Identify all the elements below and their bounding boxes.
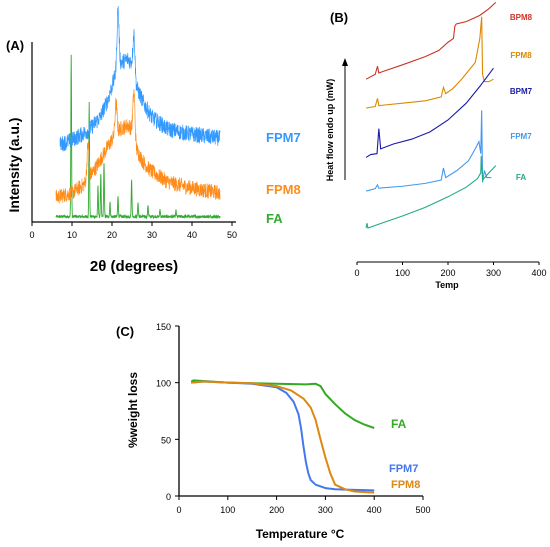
panel-c-x-tick-label: 0 (176, 505, 181, 515)
panel-c-series-fpm8 (191, 380, 375, 494)
panel-b-series-bpm7 (365, 67, 494, 158)
panel-a-series-label-fa: FA (266, 211, 283, 226)
panel-c-y-tick-label: 50 (161, 435, 171, 445)
panel-a-label: (A) (6, 38, 24, 53)
panel-a-series-fa (55, 54, 221, 220)
panel-b-series-fpm8 (366, 16, 494, 109)
panel-c-tga-chart: (C) %weight loss Temperature °C 0 100 200 3… (116, 322, 431, 541)
panel-c-series-labels: FA FPM7 FPM8 (389, 417, 420, 491)
panel-c-series-label-fpm7: FPM7 (389, 463, 418, 475)
panel-c-x-tick-label: 100 (220, 505, 235, 515)
panel-b-y-axis-title: Heat flow endo up (mW) (325, 79, 335, 182)
panel-c-x-tick-label: 300 (318, 505, 333, 515)
panel-b-x-ticks: 0 100 200 300 400 (354, 262, 547, 278)
panel-b-series-labels: BPM8 FPM8 BPM7 FPM7 FA (510, 13, 533, 182)
panel-b-series-fpm7 (365, 110, 492, 192)
panel-c-ticks: 0 100 200 300 400 500 0 50 100 150 (156, 322, 431, 515)
panel-a-series-label-fpm8: FPM8 (266, 182, 301, 197)
panel-b-series-bpm8 (365, 1, 497, 80)
panel-a-x-ticks: 0 10 20 30 40 50 (29, 222, 237, 240)
panel-b-series (365, 1, 497, 229)
panel-b-series-label-fpm8: FPM8 (510, 51, 532, 60)
panel-a-y-axis-title: Intensity (a.u.) (6, 118, 22, 213)
panel-a-x-tick-label: 10 (67, 230, 77, 240)
panel-a-x-tick-label: 20 (107, 230, 117, 240)
panel-b-series-fa (365, 155, 497, 229)
panel-c-x-tick-label: 500 (415, 505, 430, 515)
panel-b-series-label-bpm8: BPM8 (510, 13, 533, 22)
panel-a-series (55, 5, 221, 220)
panel-a-x-tick-label: 40 (187, 230, 197, 240)
panel-c-x-axis-title: Temperature °C (256, 527, 345, 541)
panel-b-series-label-bpm7: BPM7 (510, 87, 533, 96)
panel-c-series (190, 379, 375, 494)
panel-a-x-tick-label: 0 (29, 230, 34, 240)
panel-c-x-tick-label: 200 (269, 505, 284, 515)
panel-a-x-tick-label: 30 (147, 230, 157, 240)
panel-a-x-tick-label: 50 (227, 230, 237, 240)
panel-c-y-tick-label: 100 (156, 379, 171, 389)
panel-b-x-tick-label: 100 (395, 268, 410, 278)
panel-b-x-axis-title: Temp (435, 280, 459, 290)
panel-a-x-axis-title: 2θ (degrees) (90, 258, 178, 275)
panel-c-series-fpm7 (191, 380, 375, 492)
panel-c-x-tick-label: 400 (367, 505, 382, 515)
panel-a-series-label-fpm7: FPM7 (266, 130, 301, 145)
panel-b-x-tick-label: 200 (440, 268, 455, 278)
panel-c-y-tick-label: 150 (156, 322, 171, 332)
panel-c-series-label-fa: FA (391, 417, 407, 431)
panel-c-series-label-fpm8: FPM8 (391, 479, 420, 491)
panel-c-y-tick-label: 0 (166, 492, 171, 502)
panel-b-label: (B) (330, 10, 348, 25)
panel-a-series-labels: FA FPM8 FPM7 (266, 130, 301, 226)
panel-a-xrd-chart: (A) Intensity (a.u.) 2θ (degrees) 0 10 20 3… (6, 5, 301, 275)
panel-a-series-fpm7 (59, 5, 221, 152)
panel-c-y-axis-title: %weight loss (126, 372, 140, 448)
panel-b-y-arrow-head (342, 58, 348, 66)
panel-b-x-tick-label: 400 (531, 268, 546, 278)
panel-a-series-fpm8 (55, 89, 221, 204)
panel-b-x-tick-label: 300 (486, 268, 501, 278)
panel-b-x-tick-label: 0 (354, 268, 359, 278)
panel-b-series-label-fa: FA (516, 173, 526, 182)
panel-c-label: (C) (116, 324, 134, 339)
panel-b-dsc-chart: (B) Heat flow endo up (mW) Temp 0 100 200 3… (325, 1, 547, 290)
panel-b-series-label-fpm7: FPM7 (510, 132, 532, 141)
